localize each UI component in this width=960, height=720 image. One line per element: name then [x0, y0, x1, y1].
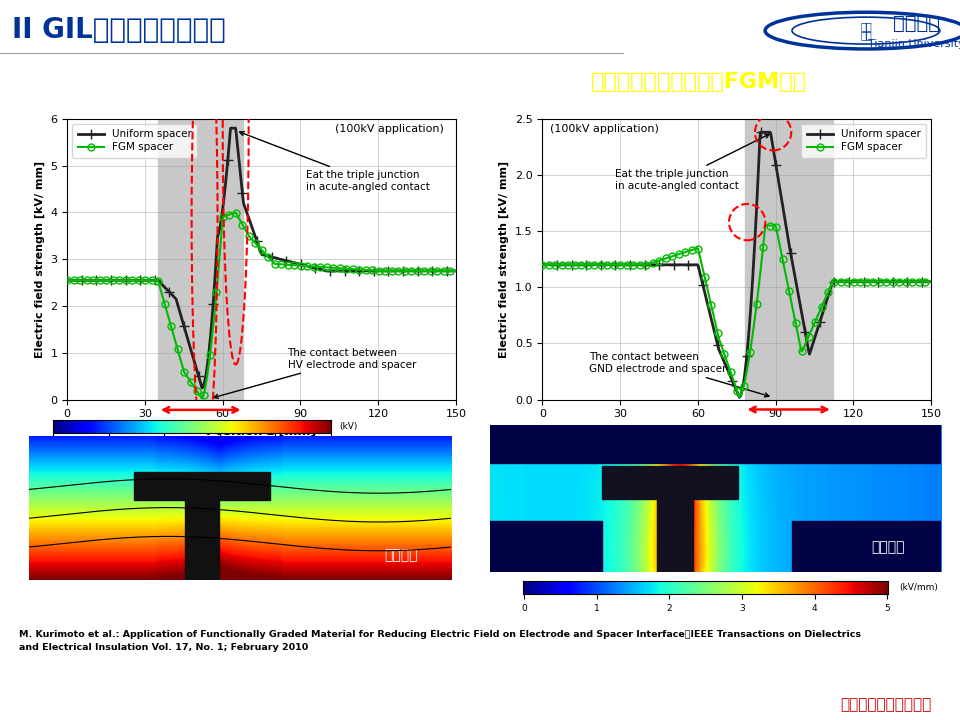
FGM spacer	[450, 266, 462, 275]
Text: (100kV application): (100kV application)	[335, 125, 444, 135]
Text: (kV/mm): (kV/mm)	[899, 583, 938, 592]
Text: (100kV application): (100kV application)	[550, 125, 660, 135]
FGM spacer	[292, 261, 303, 270]
Bar	[603, 466, 737, 498]
FGM spacer	[229, 208, 241, 217]
Bar	[745, 119, 832, 400]
FGM spacer	[636, 261, 648, 269]
Text: Eat the triple junction
in acute-angled contact: Eat the triple junction in acute-angled …	[240, 132, 429, 192]
Bar	[134, 472, 270, 500]
Text: The contact between
HV electrode and spacer: The contact between HV electrode and spa…	[214, 348, 416, 398]
Y-axis label: Electric field strength [kV/ mm]: Electric field strength [kV/ mm]	[499, 161, 510, 358]
Text: 电场分布: 电场分布	[872, 541, 904, 554]
Uniform spacer	[832, 277, 844, 286]
X-axis label: Position z [mm]: Position z [mm]	[206, 425, 317, 438]
FGM spacer	[925, 277, 937, 286]
Uniform spacer	[733, 393, 745, 402]
Bar	[490, 521, 603, 572]
FGM spacer	[131, 276, 142, 284]
FGM spacer	[712, 332, 724, 341]
Text: The contact between
GND electrode and spacer: The contact between GND electrode and sp…	[589, 352, 769, 397]
FGM spacer	[61, 276, 73, 284]
Text: 《电工技术学报》发布: 《电工技术学报》发布	[840, 697, 931, 712]
Uniform spacer	[288, 258, 300, 267]
Text: Eat the triple junction
in acute-angled contact: Eat the triple junction in acute-angled …	[615, 134, 769, 191]
FGM spacer	[767, 221, 779, 230]
Uniform spacer	[310, 264, 322, 273]
Uniform spacer	[561, 261, 572, 269]
Text: M. Kurimoto et al.: Application of Functionally Graded Material for Reducing Ele: M. Kurimoto et al.: Application of Funct…	[19, 630, 861, 652]
Bar	[157, 119, 244, 400]
FGM spacer	[734, 393, 746, 402]
Legend: Uniform spacer, FGM spacer: Uniform spacer, FGM spacer	[72, 124, 197, 158]
Bar	[185, 493, 219, 580]
FGM spacer	[830, 277, 842, 286]
Line: Uniform spacer: Uniform spacer	[538, 127, 936, 402]
Uniform spacer	[873, 277, 884, 286]
Legend: Uniform spacer, FGM spacer: Uniform spacer, FGM spacer	[802, 124, 926, 158]
Uniform spacer	[925, 277, 937, 286]
Uniform spacer	[196, 384, 207, 392]
Text: Tianjin University: Tianjin University	[868, 39, 960, 49]
Line: FGM spacer: FGM spacer	[63, 209, 460, 402]
FGM spacer	[323, 264, 334, 272]
FGM spacer	[760, 221, 772, 230]
Bar	[657, 491, 693, 572]
FGM spacer	[355, 266, 367, 274]
Uniform spacer	[785, 251, 797, 260]
Y-axis label: Electric field strength [kV/ mm]: Electric field strength [kV/ mm]	[35, 161, 45, 358]
Uniform spacer	[755, 128, 766, 137]
Uniform spacer	[537, 261, 548, 269]
Line: Uniform spacer: Uniform spacer	[62, 123, 461, 393]
Text: (kV): (kV)	[340, 423, 358, 431]
Text: 天津: 天津	[860, 21, 872, 31]
Text: 盆式纽缘子电场分布与FGM材料: 盆式纽缘子电场分布与FGM材料	[590, 72, 806, 91]
Text: 电势分布: 电势分布	[384, 549, 418, 562]
Uniform spacer	[397, 266, 409, 275]
Text: 大学: 大学	[860, 30, 872, 40]
FGM spacer	[798, 344, 809, 353]
Uniform spacer	[61, 276, 73, 284]
Uniform spacer	[763, 128, 775, 137]
FGM spacer	[606, 261, 617, 269]
Text: 天津大学: 天津大学	[893, 14, 940, 32]
Uniform spacer	[357, 266, 369, 275]
Bar	[490, 425, 941, 463]
Uniform spacer	[299, 261, 310, 269]
Text: II GIL纽缘子与电场分布: II GIL纽缘子与电场分布	[12, 16, 227, 44]
Uniform spacer	[225, 124, 236, 132]
X-axis label: Position z [mm]: Position z [mm]	[682, 425, 792, 438]
FGM spacer	[161, 308, 173, 317]
Line: FGM spacer: FGM spacer	[539, 222, 935, 400]
Bar	[792, 521, 941, 572]
Uniform spacer	[85, 276, 97, 284]
FGM spacer	[197, 394, 208, 402]
FGM spacer	[537, 261, 548, 269]
Uniform spacer	[450, 266, 462, 275]
Uniform spacer	[774, 182, 785, 191]
FGM spacer	[239, 224, 251, 233]
